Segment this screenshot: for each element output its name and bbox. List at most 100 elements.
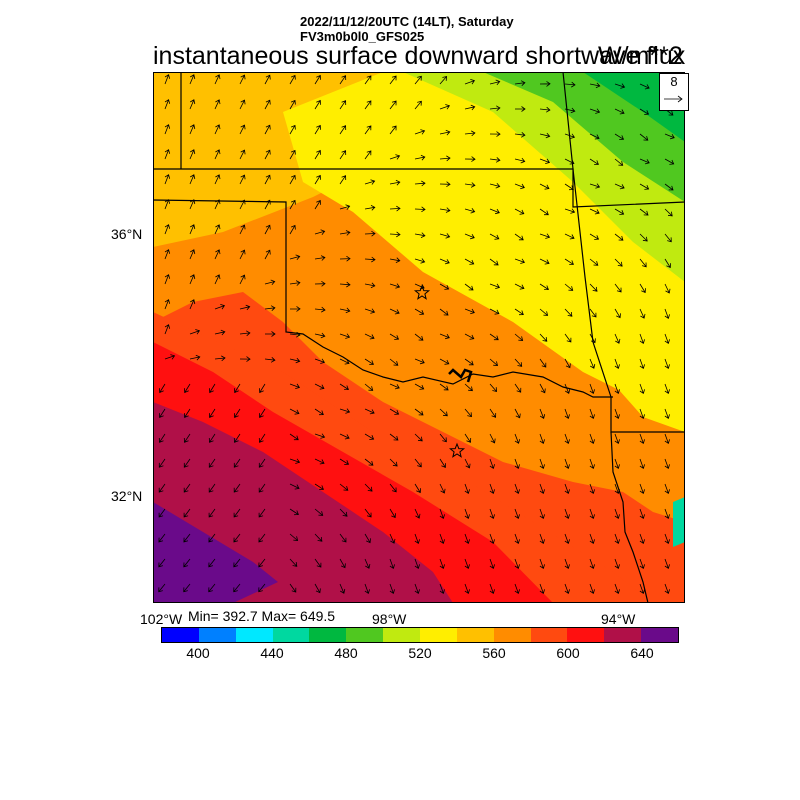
wind-arrow <box>614 133 625 140</box>
wind-arrow <box>564 233 575 240</box>
wind-arrow <box>314 433 326 439</box>
colorbar-tick-label: 480 <box>334 645 358 661</box>
wind-arrow <box>589 358 596 369</box>
wind-arrow <box>664 458 670 470</box>
wind-arrow <box>564 433 570 445</box>
wind-arrow <box>258 433 266 443</box>
wind-arrow <box>639 133 649 141</box>
colorbar-swatch <box>420 628 457 642</box>
wind-vector-field <box>158 74 675 595</box>
wind-arrow <box>664 158 675 165</box>
star-icon <box>413 284 431 300</box>
wind-arrow <box>314 332 326 339</box>
wind-arrow <box>364 508 372 518</box>
wind-arrow <box>439 207 451 213</box>
wind-arrow <box>614 508 620 520</box>
wind-arrow <box>439 583 445 595</box>
wind-arrow <box>159 383 166 394</box>
band-560-top <box>153 72 373 112</box>
wind-arrow <box>439 129 451 136</box>
wind-arrow <box>589 558 595 570</box>
wind-arrow <box>539 81 551 87</box>
wind-arrow <box>289 408 300 415</box>
wind-arrow <box>489 258 499 266</box>
colorbar-tick-label: 600 <box>556 645 580 661</box>
wind-arrow <box>639 158 650 165</box>
wind-arrow <box>258 558 266 568</box>
wind-arrow <box>639 508 645 520</box>
wind-arrow <box>164 299 171 310</box>
wind-arrow <box>489 583 495 595</box>
wind-arrow <box>514 408 521 419</box>
wind-arrow <box>639 408 645 420</box>
wind-arrow <box>639 283 646 294</box>
wind-arrow <box>364 333 375 340</box>
wind-arrow <box>489 333 499 341</box>
wind-arrow <box>289 458 301 464</box>
wind-arrow <box>414 533 420 545</box>
wind-arrow <box>464 558 470 570</box>
colorbar-swatch <box>530 628 568 642</box>
wind-arrow <box>158 533 166 543</box>
band-cyan-spot <box>673 497 685 547</box>
wind-arrow <box>489 533 495 545</box>
wind-arrow <box>389 333 400 340</box>
wind-arrow <box>214 249 221 260</box>
wind-arrow <box>664 483 670 495</box>
wind-arrow <box>314 358 326 364</box>
wind-arrow <box>239 149 246 160</box>
wind-arrow <box>314 583 321 594</box>
map-plot-area <box>153 72 685 603</box>
wind-arrow <box>564 358 571 369</box>
wind-arrow <box>289 433 299 441</box>
wind-arrow <box>314 255 326 261</box>
wind-arrow <box>389 458 398 467</box>
wind-arrow <box>164 99 171 110</box>
wind-arrow <box>589 508 595 520</box>
wind-arrow <box>239 99 246 110</box>
wind-arrow <box>439 433 447 443</box>
wind-arrow <box>664 258 671 269</box>
wind-arrow <box>339 281 351 288</box>
wind-arrow <box>464 308 475 315</box>
wind-arrow <box>364 205 376 211</box>
wind-arrow <box>589 583 595 595</box>
wind-arrow <box>389 308 400 315</box>
wind-arrow <box>239 274 246 285</box>
wind-arrow <box>289 483 300 490</box>
wind-arrow <box>414 433 423 442</box>
wind-arrow <box>664 558 670 570</box>
lat-label-36n: 36°N <box>111 226 143 242</box>
wind-arrow <box>364 308 376 314</box>
wind-arrow <box>389 75 397 85</box>
wind-arrow <box>339 433 350 440</box>
wind-arrow <box>514 583 520 595</box>
wind-arrow <box>564 81 576 88</box>
wind-arrow <box>164 354 176 360</box>
colorbar-swatch <box>272 628 310 642</box>
wind-arrow <box>589 433 595 445</box>
wind-arrow <box>339 204 351 210</box>
wind-arrow <box>489 558 495 570</box>
wind-arrow <box>239 174 246 185</box>
wind-arrow <box>183 533 191 543</box>
wind-arrow <box>589 483 595 495</box>
wind-arrow <box>464 104 476 111</box>
wind-arrow <box>514 358 523 367</box>
wind-arrow <box>589 408 595 420</box>
reference-vector-value: 8 <box>670 74 678 89</box>
wind-arrow <box>464 283 474 291</box>
wind-arrow <box>489 358 499 367</box>
wind-arrow <box>264 74 271 85</box>
wind-arrow <box>414 333 424 341</box>
wind-arrow <box>639 258 647 268</box>
wind-arrow <box>264 305 276 311</box>
wind-arrow <box>464 79 476 85</box>
wind-arrow <box>314 199 321 210</box>
wind-arrow <box>314 149 321 160</box>
wind-arrow <box>464 156 476 162</box>
wind-arrow <box>289 558 298 567</box>
wind-arrow <box>189 124 196 135</box>
wind-arrow <box>639 483 645 495</box>
plot-title: instantaneous surface downward shortwave… <box>153 42 686 70</box>
